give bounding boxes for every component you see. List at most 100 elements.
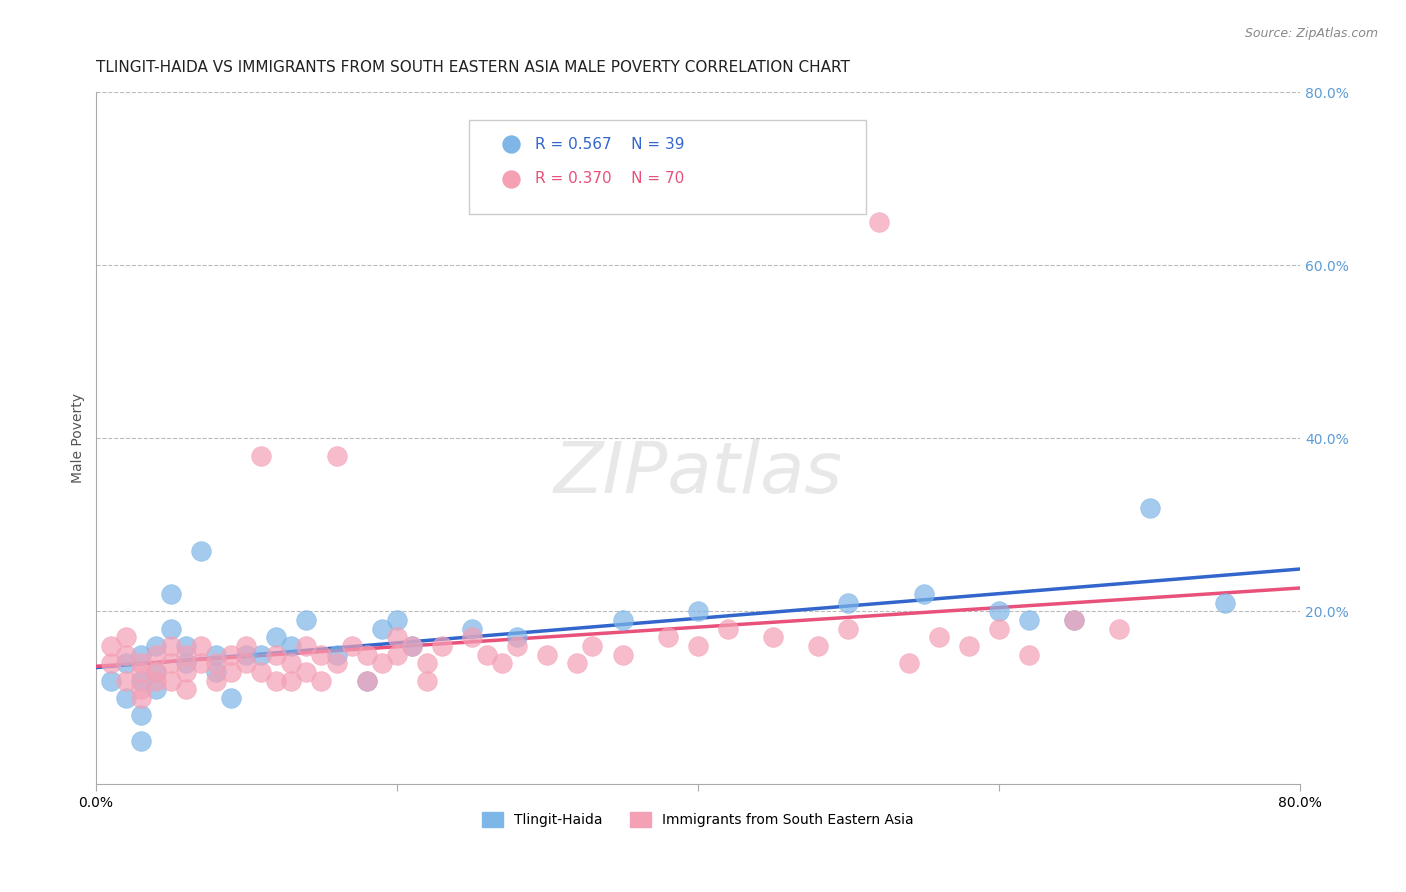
Point xyxy=(114,673,136,688)
Point xyxy=(114,648,136,662)
Point xyxy=(100,673,122,688)
Point xyxy=(145,682,167,697)
Point xyxy=(837,596,859,610)
Point xyxy=(416,673,439,688)
Point xyxy=(491,657,513,671)
Point xyxy=(717,622,740,636)
Point xyxy=(160,657,183,671)
Point xyxy=(114,631,136,645)
Point xyxy=(807,639,830,653)
Point xyxy=(370,622,392,636)
Point xyxy=(506,631,529,645)
FancyBboxPatch shape xyxy=(470,120,866,213)
Point xyxy=(145,673,167,688)
Point xyxy=(295,613,318,627)
Point xyxy=(114,657,136,671)
Point xyxy=(145,665,167,679)
Point xyxy=(250,665,273,679)
Point xyxy=(686,604,709,618)
Point xyxy=(219,648,242,662)
Point xyxy=(250,648,273,662)
Point xyxy=(174,648,197,662)
Point xyxy=(174,682,197,697)
Point xyxy=(1018,648,1040,662)
Point xyxy=(235,639,257,653)
Point xyxy=(129,648,152,662)
Point xyxy=(114,690,136,705)
Point xyxy=(280,639,302,653)
Point xyxy=(475,648,498,662)
Point xyxy=(280,673,302,688)
Text: R = 0.567    N = 39: R = 0.567 N = 39 xyxy=(536,136,685,152)
Point xyxy=(219,690,242,705)
Point xyxy=(295,665,318,679)
Point xyxy=(145,639,167,653)
Point xyxy=(190,639,212,653)
Point xyxy=(957,639,980,653)
Text: ZIPatlas: ZIPatlas xyxy=(554,439,842,508)
Point xyxy=(356,673,378,688)
Point xyxy=(250,449,273,463)
Point xyxy=(174,657,197,671)
Point xyxy=(129,673,152,688)
Point xyxy=(129,734,152,748)
Point xyxy=(205,648,228,662)
Point xyxy=(603,21,626,35)
Point xyxy=(430,639,453,653)
Point xyxy=(988,622,1011,636)
Point xyxy=(205,673,228,688)
Point xyxy=(100,639,122,653)
Point xyxy=(295,639,318,653)
Point xyxy=(266,673,288,688)
Point xyxy=(129,665,152,679)
Point xyxy=(1213,596,1236,610)
Point xyxy=(385,631,408,645)
Point xyxy=(190,657,212,671)
Point xyxy=(311,648,333,662)
Point xyxy=(837,622,859,636)
Text: Source: ZipAtlas.com: Source: ZipAtlas.com xyxy=(1244,27,1378,40)
Point xyxy=(1108,622,1130,636)
Point xyxy=(219,665,242,679)
Point xyxy=(325,449,347,463)
Point xyxy=(340,639,363,653)
Point xyxy=(581,639,603,653)
Point xyxy=(416,657,439,671)
Point xyxy=(1139,500,1161,515)
Point xyxy=(385,648,408,662)
Point xyxy=(928,631,950,645)
Point xyxy=(356,673,378,688)
Point xyxy=(266,631,288,645)
Point xyxy=(235,648,257,662)
Point xyxy=(356,648,378,662)
Point xyxy=(461,631,484,645)
Point xyxy=(129,708,152,723)
Point xyxy=(325,657,347,671)
Point xyxy=(129,682,152,697)
Point xyxy=(1018,613,1040,627)
Text: R = 0.370    N = 70: R = 0.370 N = 70 xyxy=(536,171,685,186)
Point xyxy=(868,215,890,229)
Point xyxy=(266,648,288,662)
Point xyxy=(1063,613,1085,627)
Point xyxy=(536,648,558,662)
Point xyxy=(1063,613,1085,627)
Point xyxy=(160,622,183,636)
Point xyxy=(912,587,935,601)
Point xyxy=(205,657,228,671)
Y-axis label: Male Poverty: Male Poverty xyxy=(72,393,86,483)
Point xyxy=(160,639,183,653)
Point xyxy=(401,639,423,653)
Point xyxy=(129,657,152,671)
Point xyxy=(461,622,484,636)
Point xyxy=(686,639,709,653)
Point xyxy=(401,639,423,653)
Point xyxy=(280,657,302,671)
Point xyxy=(897,657,920,671)
Point xyxy=(370,657,392,671)
Point xyxy=(100,657,122,671)
Point xyxy=(311,673,333,688)
Legend: Tlingit-Haida, Immigrants from South Eastern Asia: Tlingit-Haida, Immigrants from South Eas… xyxy=(477,807,920,833)
Point xyxy=(174,639,197,653)
Point xyxy=(385,613,408,627)
